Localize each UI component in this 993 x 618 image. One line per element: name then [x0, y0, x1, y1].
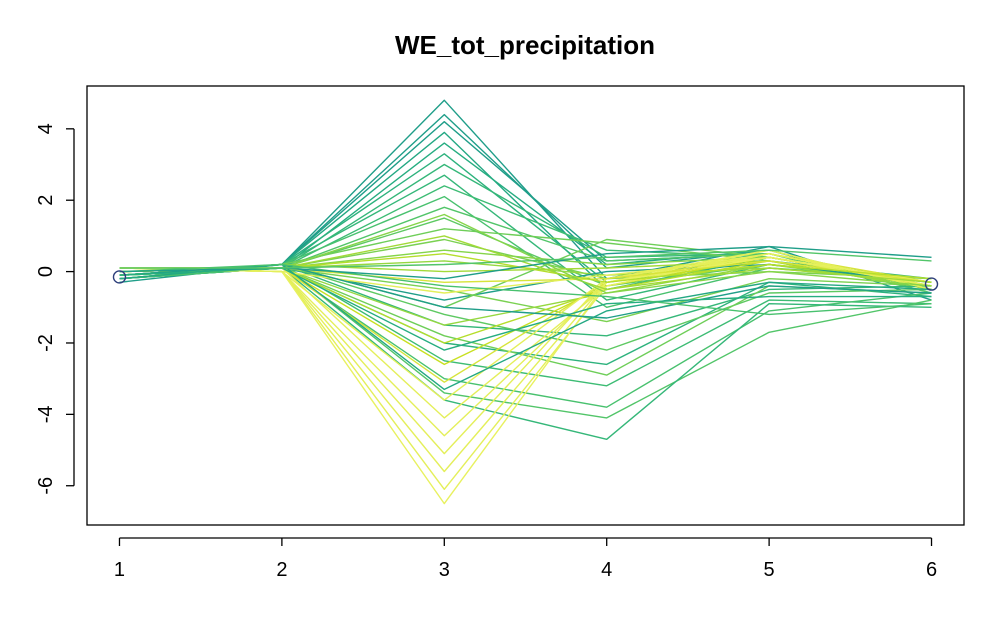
x-tick-label-3: 3	[439, 559, 450, 581]
y-tick-label-2: 2	[35, 195, 57, 206]
x-tick-label-4: 4	[601, 559, 612, 581]
y-tick-label--2: -2	[35, 334, 57, 352]
series-line-46	[119, 263, 932, 391]
x-tick-label-6: 6	[926, 559, 937, 581]
series-line-25	[119, 263, 932, 351]
plot-area-frame	[86, 85, 965, 526]
series-line-50	[119, 249, 932, 269]
y-tick-label-0: 0	[35, 266, 57, 277]
x-axis: 1 2 3 4 5 6	[114, 537, 937, 581]
marker-layer	[112, 270, 939, 291]
x-tick-label-2: 2	[276, 559, 287, 581]
series-line-41	[119, 256, 932, 294]
series-line-48	[119, 263, 932, 316]
point-marker-1	[112, 270, 127, 284]
series-line-44	[119, 213, 932, 294]
series-line-39	[119, 256, 932, 505]
y-tick-label--4: -4	[35, 405, 57, 423]
chart-title: WE_tot_precipitation	[395, 30, 655, 60]
series-layer	[119, 99, 932, 505]
y-axis: 4 2 0 -2 -4 -6	[35, 123, 75, 495]
y-tick-label--6: -6	[35, 477, 57, 495]
series-line-8	[119, 174, 932, 301]
series-line-27	[119, 267, 932, 323]
point-marker-2	[924, 277, 939, 291]
y-tick-label-4: 4	[35, 123, 57, 134]
x-tick-label-1: 1	[114, 559, 125, 581]
x-tick-label-5: 5	[764, 559, 775, 581]
